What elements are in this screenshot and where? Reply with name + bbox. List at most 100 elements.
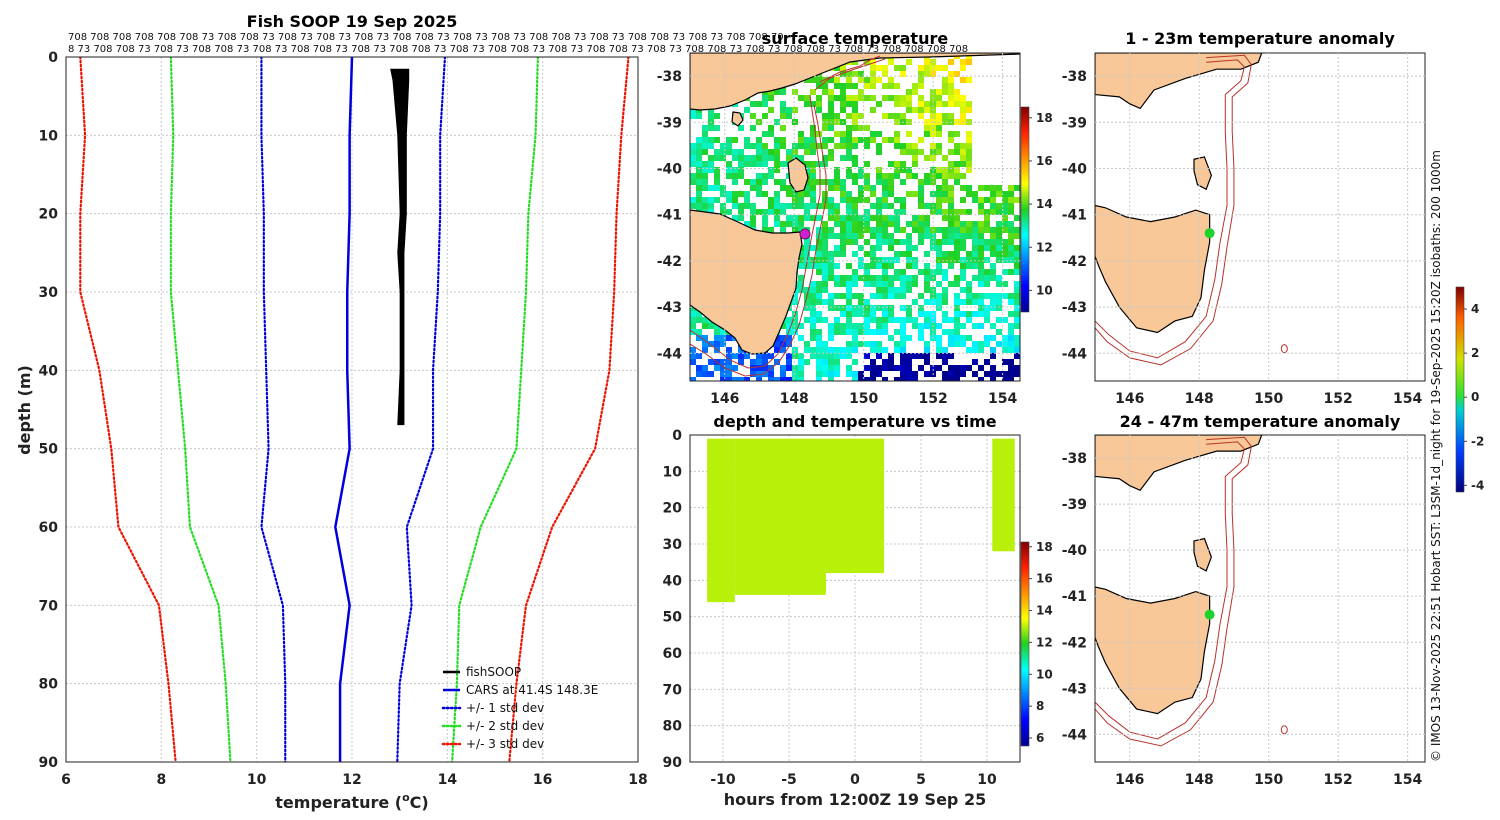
sst-cell [810,131,816,137]
sst-cell [954,371,960,377]
isobath-200m-sst [690,55,881,369]
sst-cell [864,269,870,275]
colorbar-tick-label: 14 [1036,197,1053,211]
sst-cell [870,371,876,377]
sst-cell [828,107,834,113]
sst-cell [846,329,852,335]
colorbar-tick-label: 10 [1036,283,1053,297]
sst-cell [690,107,696,113]
sst-cell [942,77,948,83]
sst-cell [858,167,864,173]
sst-cell [900,203,906,209]
sst-cell [936,305,942,311]
sst-cell [1002,281,1008,287]
sst-cell [870,77,876,83]
sst-cell [894,173,900,179]
sst-cell [780,125,786,131]
sst-cell [858,95,864,101]
sst-cell [744,197,750,203]
profile-axes-frame [65,56,639,763]
sst-cell [894,113,900,119]
sst-cell [738,191,744,197]
time-tick-label: -10 [710,772,736,788]
sst-cell [834,293,840,299]
sst-cell [924,101,930,107]
sst-cell [726,335,732,341]
sst-cell [816,377,822,381]
sst-cell [978,209,984,215]
sst-cell [990,233,996,239]
sst-cell [708,167,714,173]
sst-cell [870,131,876,137]
sst-cell [966,335,972,341]
sst-cell [900,95,906,101]
sst-cell [822,371,828,377]
sst-cell [936,227,942,233]
sst-cell [924,233,930,239]
sst-cell [708,155,714,161]
sst-cell [960,155,966,161]
sst-cell [858,137,864,143]
sst-cell [870,317,876,323]
sst-cell [954,209,960,215]
sst-cell [948,131,954,137]
sst-cell [846,95,852,101]
sst-cell [798,221,804,227]
sst-cell [1008,335,1014,341]
sst-cell [924,107,930,113]
sst-cell [870,329,876,335]
sst-cell [966,365,972,371]
sst-cell [828,101,834,107]
sst-cell [990,197,996,203]
sst-cell [768,227,774,233]
sst-cell [906,239,912,245]
x-tick-label: 12 [342,772,361,788]
sst-cell [834,131,840,137]
sst-cell [828,359,834,365]
sst-cell [858,77,864,83]
sst-cell [780,221,786,227]
sst-cell [852,311,858,317]
sst-cell [960,269,966,275]
sst-cell [954,341,960,347]
colorbar-tick-label: 14 [1036,604,1053,618]
sst-cell [864,209,870,215]
sst-cell [882,329,888,335]
sst-cell [804,209,810,215]
std-dev-line [451,57,540,762]
sst-cell [732,137,738,143]
sst-cell [762,161,768,167]
sst-cell [984,371,990,377]
sst-cell [906,191,912,197]
sst-cell [816,341,822,347]
sst-cell [906,263,912,269]
sst-cell [756,149,762,155]
sst-cell [930,173,936,179]
sst-cell [810,329,816,335]
sst-cell [804,143,810,149]
sst-cell [846,281,852,287]
sst-cell [804,305,810,311]
sst-cell [930,149,936,155]
sst-cell [852,239,858,245]
sst-cell [888,161,894,167]
sst-cell [954,131,960,137]
sst-cell [744,143,750,149]
sst-cell [990,299,996,305]
sst-cell [978,269,984,275]
sst-cell [888,293,894,299]
sst-cell [804,359,810,365]
sst-cell [816,251,822,257]
sst-cell [702,335,708,341]
sst-cell [822,353,828,359]
sst-cell [912,323,918,329]
sst-cell [954,101,960,107]
sst-cell [924,311,930,317]
sst-cell [906,287,912,293]
sst-cell [894,287,900,293]
sst-cell [882,347,888,353]
sst-cell [696,197,702,203]
sst-cell [720,371,726,377]
sst-cell [942,233,948,239]
colorbar-tick-label: 16 [1036,154,1053,168]
